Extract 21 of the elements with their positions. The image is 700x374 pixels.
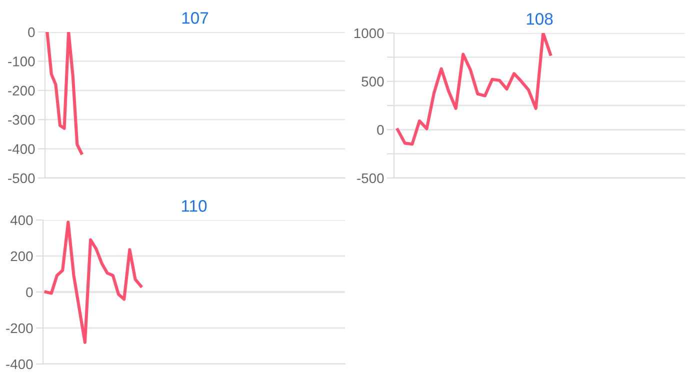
line-series [46,32,83,155]
y-tick-label: 400 [10,215,33,226]
y-tick-label: -400 [6,359,33,370]
chart-title: 110 [182,200,207,212]
y-tick-label: -400 [8,144,35,154]
chart-title: 108 [526,13,553,25]
y-tick-label: -100 [8,56,35,66]
line-series [396,33,552,146]
y-tick-label: 0 [26,287,33,298]
y-tick-label: -200 [8,86,35,96]
y-tick-label: -500 [8,173,35,184]
chart-title: 107 [182,12,208,24]
y-tick-label: 500 [362,76,384,87]
y-tick-label: 0 [377,125,384,135]
y-tick-label: -300 [8,114,35,125]
y-tick-label: 200 [10,251,33,262]
y-tick-label: 0 [28,27,35,38]
y-tick-label: -500 [357,173,384,184]
y-tick-label: -200 [6,323,33,334]
y-tick-label: 1000 [354,28,384,38]
line-series [44,220,142,344]
